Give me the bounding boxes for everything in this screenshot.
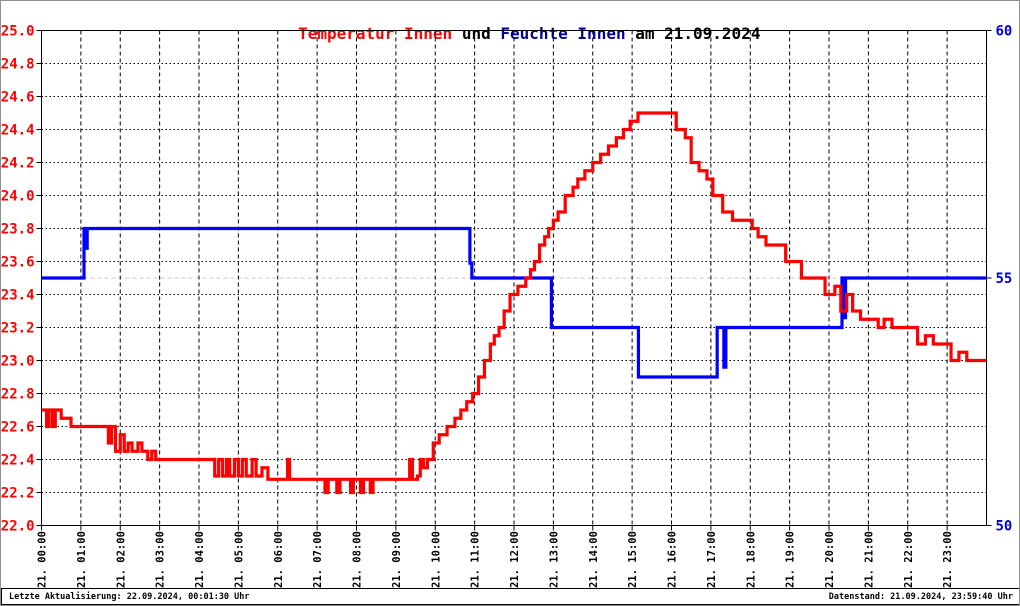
x-tick-label: 21. 15:00 — [627, 531, 639, 588]
x-tick-label: 21. 08:00 — [352, 531, 364, 588]
x-tick-label: 21. 19:00 — [785, 531, 797, 588]
title-date-text: am 21.09.2024 — [625, 24, 761, 43]
x-tick-label: 21. 18:00 — [745, 531, 757, 588]
y-left-tick-label: 22.2 — [1, 486, 35, 502]
temperature-line — [41, 111, 987, 495]
x-tick-label: 21. 05:00 — [233, 531, 245, 588]
y-right-tick-label: 50 — [996, 519, 1013, 535]
chart-title: Temperatur Innen und Feuchte Innen am 21… — [1, 5, 1019, 62]
footer-bar: Letzte Aktualisierung: 22.09.2024, 00:01… — [1, 588, 1019, 605]
x-tick-label: 21. 23:00 — [942, 531, 954, 588]
x-tick-label: 21. 16:00 — [667, 531, 679, 588]
y-left-tick-label: 24.8 — [1, 57, 35, 73]
x-tick-label: 21. 06:00 — [273, 531, 285, 588]
x-tick-label: 21. 01:00 — [76, 531, 88, 588]
x-tick-label: 21. 14:00 — [588, 531, 600, 588]
y-left-tick-label: 23.4 — [1, 288, 35, 304]
y-right-tick-label: 55 — [996, 271, 1013, 287]
y-left-tick-label: 22.4 — [1, 453, 35, 469]
x-tick-label: 21. 00:00 — [37, 531, 49, 588]
title-temperature-label: Temperatur Innen — [298, 24, 453, 43]
y-left-tick-label: 23.0 — [1, 354, 35, 370]
x-tick-label: 21. 02:00 — [115, 531, 127, 588]
x-tick-label: 21. 20:00 — [824, 531, 836, 588]
x-tick-label: 21. 03:00 — [155, 531, 167, 588]
y-left-tick-label: 24.0 — [1, 189, 35, 205]
x-tick-label: 21. 17:00 — [706, 531, 718, 588]
x-tick-label: 21. 07:00 — [312, 531, 324, 588]
data-timestamp-text: Datenstand: 21.09.2024, 23:59:40 Uhr — [828, 591, 1013, 602]
x-tick-label: 21. 11:00 — [470, 531, 482, 588]
y-left-tick-label: 23.8 — [1, 222, 35, 238]
x-tick-label: 21. 04:00 — [194, 531, 206, 588]
y-left-tick-label: 23.2 — [1, 321, 35, 337]
x-tick-label: 21. 13:00 — [548, 531, 560, 588]
x-tick-label: 21. 12:00 — [509, 531, 521, 588]
title-feuchte-label: Feuchte Innen — [500, 24, 626, 43]
title-und-text: und — [452, 24, 501, 43]
y-left-tick-label: 24.6 — [1, 90, 35, 106]
chart-canvas: 25.0 24.8 24.6 24.4 24.2 24.0 23.8 23.6 23.4 23.2… — [1, 24, 1012, 589]
x-tick-label: 21. 21:00 — [863, 531, 875, 588]
y-left-tick-label: 22.0 — [1, 519, 35, 535]
axis-labels: 25.0 24.8 24.6 24.4 24.2 24.0 23.8 23.6 23.4 23.2… — [1, 24, 1012, 589]
last-update-text: Letzte Aktualisierung: 22.09.2024, 00:01… — [9, 591, 250, 602]
x-tick-label: 21. 22:00 — [903, 531, 915, 588]
y-left-tick-label: 24.4 — [1, 123, 35, 139]
x-tick-label: 21. 09:00 — [391, 531, 403, 588]
y-left-tick-label: 22.6 — [1, 420, 35, 436]
y-right-tick-label: 60 — [996, 24, 1013, 40]
x-tick-label: 21. 10:00 — [430, 531, 442, 588]
y-left-tick-label: 24.2 — [1, 156, 35, 172]
y-left-tick-label: 23.6 — [1, 255, 35, 271]
y-left-tick-label: 22.8 — [1, 387, 35, 403]
y-left-tick-label: 25.0 — [1, 24, 35, 40]
